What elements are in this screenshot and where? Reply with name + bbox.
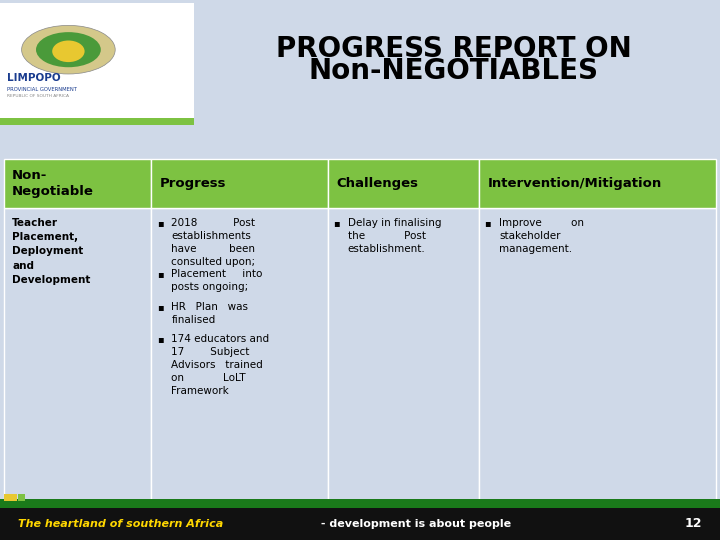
Text: LIMPOPO: LIMPOPO: [7, 73, 60, 83]
Bar: [151, 159, 328, 208]
Bar: [151, 208, 328, 500]
Text: ▪: ▪: [157, 302, 163, 313]
Text: 174 educators and
17        Subject
Advisors   trained
on            LoLT
Framew: 174 educators and 17 Subject Advisors tr…: [171, 334, 269, 396]
Text: ▪: ▪: [333, 218, 340, 228]
Text: Challenges: Challenges: [336, 177, 418, 190]
Bar: [18, 494, 25, 501]
Text: Improve         on
stakeholder
management.: Improve on stakeholder management.: [499, 218, 584, 254]
Text: Teacher
Placement,
Deployment
and
Development: Teacher Placement, Deployment and Develo…: [12, 218, 91, 285]
Text: Non-
Negotiable: Non- Negotiable: [12, 169, 94, 198]
Text: Non-NEGOTIABLES: Non-NEGOTIABLES: [309, 57, 598, 85]
Text: 12: 12: [685, 517, 702, 530]
Bar: [4, 208, 151, 500]
Bar: [4, 159, 151, 208]
Text: ▪: ▪: [157, 269, 163, 279]
Bar: [328, 208, 479, 500]
Bar: [0, 499, 720, 509]
Text: ▪: ▪: [157, 218, 163, 228]
Text: The heartland of southern Africa: The heartland of southern Africa: [18, 519, 223, 529]
Text: Delay in finalising
the            Post
establishment.: Delay in finalising the Post establishme…: [348, 218, 441, 254]
Text: PROVINCIAL GOVERNMENT: PROVINCIAL GOVERNMENT: [7, 86, 77, 92]
Text: - development is about people: - development is about people: [317, 519, 511, 529]
Ellipse shape: [22, 25, 115, 74]
Bar: [0, 508, 720, 540]
Ellipse shape: [36, 32, 101, 68]
Text: PROGRESS REPORT ON: PROGRESS REPORT ON: [276, 35, 631, 63]
Text: HR   Plan   was
finalised: HR Plan was finalised: [171, 302, 248, 326]
Text: REPUBLIC OF SOUTH AFRICA: REPUBLIC OF SOUTH AFRICA: [7, 93, 69, 98]
Bar: [0, 3, 194, 124]
Text: ▪: ▪: [485, 218, 491, 228]
Text: ▪: ▪: [157, 334, 163, 344]
Text: Progress: Progress: [160, 177, 226, 190]
Bar: [4, 494, 17, 501]
Ellipse shape: [53, 40, 85, 62]
Text: 2018           Post
establishments
have          been
consulted upon;: 2018 Post establishments have been consu…: [171, 218, 256, 267]
Text: Intervention/Mitigation: Intervention/Mitigation: [487, 177, 662, 190]
Bar: [479, 159, 716, 208]
Bar: [328, 159, 479, 208]
Bar: [479, 208, 716, 500]
Bar: [0, 118, 194, 125]
Text: Placement     into
posts ongoing;: Placement into posts ongoing;: [171, 269, 263, 292]
